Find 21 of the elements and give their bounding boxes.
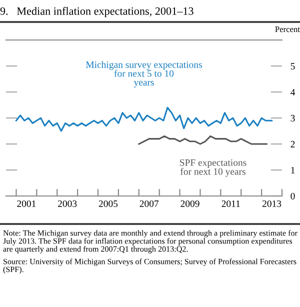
x-tick-label: 2001 [17,200,36,208]
source-note: Source: University of Michigan Surveys of Consumers; Survey of Professional Forecasters (SPF). [3,258,296,274]
y-tick-label: 4 [290,88,296,96]
y-tick-label: 2 [290,140,295,148]
x-tick-label: 2011 [222,200,240,208]
y-tick-label: 3 [290,114,295,122]
line-series [138,135,268,145]
x-tick-label: 2009 [180,200,200,208]
series-label: SPF expectations for next 10 years [180,159,246,177]
y-tick-label: 0 [290,192,295,200]
x-tick-label: 2005 [98,200,118,208]
y-axis-title: Percent [275,26,300,32]
chart-title: 9. Median inflation expectations, 2001–13 [0,6,194,18]
y-tick-label: 1 [291,166,295,174]
x-tick-label: 2007 [140,200,159,208]
text: Michigan survey expectations for next 5 to 10 years [86,61,202,88]
x-tick-label: 2003 [58,200,77,208]
line-series [15,106,273,132]
text: Note: The Michigan survey data are monthly and extend through a preliminary estimate for July 2013. The SPF data for inflation expectations for personal consumption expenditures are quarterly and extend from 2007:Q1 through 2013:Q2. [3,230,298,254]
y-tick-label: 5 [290,63,295,70]
x-tick-label: 2013 [262,200,282,208]
